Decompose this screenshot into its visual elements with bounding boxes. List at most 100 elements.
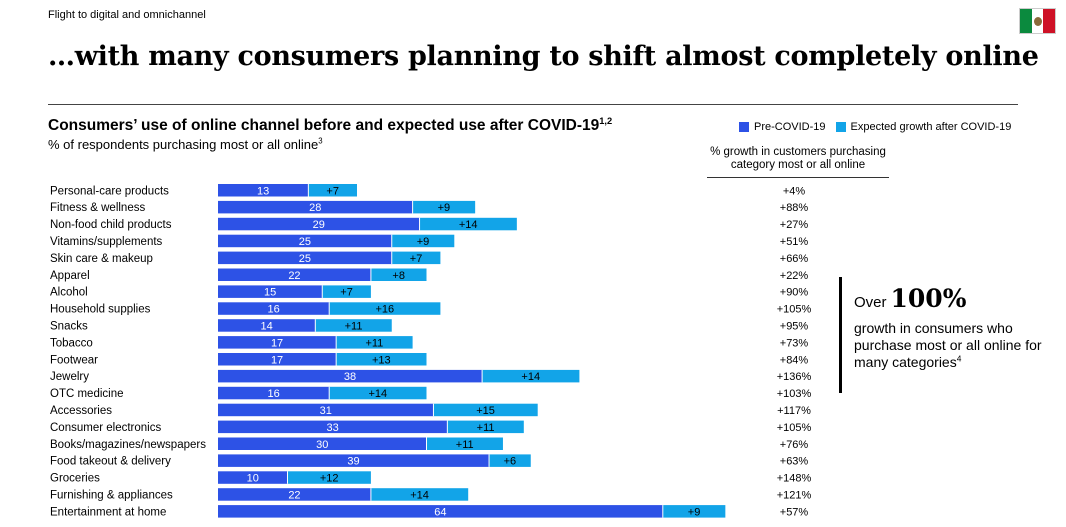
data-label-pre: 16 — [267, 388, 279, 400]
growth-header-line1: % growth in customers purchasing — [710, 146, 886, 158]
legend-label-pre: Pre-COVID-19 — [754, 121, 826, 133]
category-label: Accessories — [50, 405, 112, 417]
data-label-growth: +9 — [417, 236, 430, 248]
growth-header-divider — [707, 177, 889, 178]
bar-pre-covid — [218, 302, 330, 315]
callout-body: growth in consumers who purchase most or… — [854, 320, 1042, 370]
data-label-growth: +9 — [688, 506, 701, 518]
bar-expected-growth — [336, 336, 413, 349]
data-label-pre: 25 — [299, 236, 311, 248]
growth-header-line2: category most or all online — [730, 159, 866, 171]
bar-pre-covid — [218, 319, 316, 332]
data-label-growth: +14 — [521, 371, 540, 383]
bar-pre-covid — [218, 403, 434, 417]
bar-expected-growth — [308, 184, 357, 197]
callout-footnote: 4 — [956, 353, 962, 364]
data-label-growth: +7 — [326, 185, 339, 197]
section-label: Flight to digital and omnichannel — [48, 9, 206, 21]
bar-expected-growth — [370, 488, 469, 501]
chart-subtitle: % of respondents purchasing most or all … — [48, 137, 323, 152]
category-label: Footwear — [50, 354, 98, 366]
growth-pct-label: +95% — [780, 320, 809, 332]
legend-swatch-growth — [835, 122, 846, 132]
bar-pre-covid — [218, 454, 490, 467]
data-label-growth: +15 — [476, 405, 495, 417]
data-label-growth: +11 — [477, 422, 495, 434]
category-label: Skin care & makeup — [50, 253, 153, 265]
growth-pct-label: +76% — [780, 439, 809, 451]
bar-expected-growth — [426, 437, 503, 450]
data-label-growth: +14 — [410, 489, 429, 501]
category-label: Books/magazines/newspapers — [50, 439, 206, 451]
legend-label-growth: Expected growth after COVID-19 — [850, 121, 1012, 133]
growth-pct-label: +22% — [780, 270, 809, 282]
bar-expected-growth — [329, 386, 427, 400]
bar-pre-covid — [218, 505, 663, 518]
flag-stripe-green — [1020, 9, 1032, 33]
growth-pct-label: +88% — [780, 202, 809, 214]
data-label-growth: +12 — [320, 473, 339, 485]
data-label-growth: +14 — [369, 388, 388, 400]
category-label: Groceries — [50, 473, 100, 485]
category-label: Personal-care products — [50, 185, 169, 197]
bar-expected-growth — [489, 454, 531, 467]
bar-pre-covid — [218, 369, 483, 383]
chart-title-text: Consumers’ use of online channel before … — [48, 117, 600, 134]
bar-expected-growth — [391, 251, 441, 265]
data-label-pre: 28 — [309, 202, 321, 214]
data-label-growth: +7 — [410, 253, 423, 265]
data-label-pre: 30 — [316, 439, 328, 451]
data-label-growth: +9 — [438, 202, 451, 214]
bar-pre-covid — [218, 353, 337, 366]
callout-headline: Over 100% — [854, 284, 966, 313]
legend-item-pre: Pre-COVID-19 — [739, 121, 826, 133]
data-label-growth: +11 — [456, 439, 474, 451]
category-label: Vitamins/supplements — [50, 236, 163, 248]
bar-pre-covid — [218, 217, 420, 231]
bar-expected-growth — [370, 268, 427, 281]
data-label-pre: 39 — [347, 456, 359, 468]
growth-pct-label: +51% — [780, 236, 809, 248]
data-label-pre: 38 — [344, 371, 356, 383]
category-label: Non-food child products — [50, 219, 172, 231]
bar-expected-growth — [315, 319, 392, 332]
legend-item-growth: Expected growth after COVID-19 — [835, 121, 1012, 133]
data-label-growth: +7 — [340, 287, 353, 299]
bar-pre-covid — [218, 471, 288, 484]
bar-expected-growth — [329, 302, 441, 315]
category-label: Tobacco — [50, 337, 93, 349]
chart-title-footnote: 1,2 — [599, 115, 613, 126]
growth-pct-label: +57% — [780, 506, 809, 518]
bar-pre-covid — [218, 386, 330, 400]
growth-pct-label: +117% — [777, 405, 811, 417]
bar-pre-covid — [218, 488, 371, 501]
growth-pct-label: +27% — [780, 219, 809, 231]
bar-expected-growth — [412, 200, 476, 214]
growth-pct-label: +84% — [780, 354, 809, 366]
callout-text: growth in consumers who purchase most or… — [854, 320, 1044, 371]
bar-pre-covid — [218, 437, 427, 450]
category-label: Snacks — [50, 320, 88, 332]
category-label: Alcohol — [50, 287, 88, 299]
data-label-growth: +6 — [504, 456, 517, 468]
bar-expected-growth — [482, 369, 580, 383]
bar-pre-covid — [218, 184, 309, 197]
bar-pre-covid — [218, 268, 371, 281]
bar-expected-growth — [447, 420, 524, 434]
growth-pct-label: +121% — [777, 489, 812, 501]
category-label: Fitness & wellness — [50, 202, 145, 214]
bar-pre-covid — [218, 234, 392, 248]
bar-expected-growth — [419, 217, 517, 231]
category-label: Furnishing & appliances — [50, 489, 173, 501]
data-label-pre: 25 — [299, 253, 311, 265]
growth-pct-label: +105% — [777, 422, 812, 434]
data-label-growth: +14 — [459, 219, 478, 231]
data-label-growth: +13 — [372, 354, 391, 366]
data-label-pre: 33 — [327, 422, 339, 434]
bar-pre-covid — [218, 285, 323, 298]
data-label-pre: 17 — [271, 354, 283, 366]
growth-pct-label: +4% — [783, 185, 806, 197]
chart-title: Consumers’ use of online channel before … — [48, 115, 613, 135]
flag-emblem-icon — [1034, 17, 1042, 26]
category-label: Entertainment at home — [50, 506, 166, 518]
